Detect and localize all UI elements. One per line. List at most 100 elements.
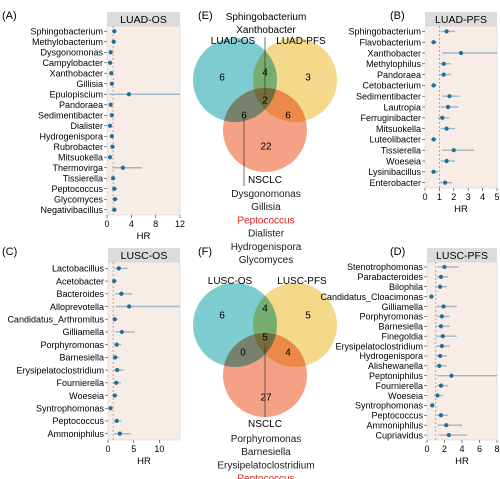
hr-point (458, 50, 464, 56)
x-tick-label: 12 (175, 219, 185, 229)
hr-point (437, 363, 442, 368)
hr-point (109, 134, 114, 139)
category-label: Lysinibacillus (368, 167, 421, 177)
venn-annotation-label: Gillisia (251, 202, 281, 213)
category-label: Hydrogenispora (359, 351, 423, 361)
category-label: Porphyromonas (359, 312, 423, 322)
highlighted-genus-label: Peptococcus (237, 474, 294, 479)
venn-f: (F) LUSC-OS LUSC-PFS NSCLC 6 5 27 4 0 4 5 Porphyrom… (193, 246, 337, 479)
hr-point (126, 92, 131, 97)
category-label: Fournierella (56, 378, 104, 388)
hr-point (119, 291, 124, 296)
venn-set-name: NSCLC (248, 419, 282, 430)
category-label: Glycomyces (54, 195, 104, 205)
hr-point (431, 83, 436, 88)
hr-point (112, 278, 117, 284)
category-label: Ammoniphilus (366, 420, 423, 430)
hr-point (441, 72, 446, 77)
forest-panel-luad-pfs: (B) LUAD-PFS SphingobacteriumFlavobacteriu… (348, 10, 499, 215)
category-label: Gillisia (76, 79, 103, 89)
category-label: Erysipelatoclostridium (16, 365, 104, 375)
hr-point (439, 314, 444, 319)
hr-point (114, 380, 119, 385)
venn-annotation-label: Xanthobacter (236, 25, 296, 36)
category-label: Porphyromonas (40, 340, 104, 350)
hr-point (110, 144, 115, 149)
venn-region-count: 22 (260, 142, 272, 153)
x-tick-label: 4 (129, 219, 134, 229)
hr-point (438, 324, 444, 329)
venn-region-count: 5 (262, 333, 268, 344)
venn-region-count: 4 (285, 348, 291, 359)
hr-point (444, 158, 449, 164)
hr-point (111, 39, 116, 44)
category-label: Syntrophomonas (36, 404, 105, 414)
highlighted-genus-label: Peptococcus (237, 215, 294, 226)
category-label: Peptococcus (371, 411, 423, 421)
hr-point (438, 284, 443, 289)
category-label: Methylophilus (366, 59, 422, 69)
category-label: Thermovirga (52, 163, 103, 173)
category-label: Gilliamella (381, 302, 423, 312)
hr-point (435, 393, 440, 398)
x-tick-label: 5 (131, 444, 136, 454)
x-tick-label: 0 (104, 219, 109, 229)
hr-point (438, 413, 444, 418)
category-label: Alishewanella (368, 361, 423, 371)
venn-annotation-label: Hydrogenispora (231, 242, 302, 253)
x-axis-label: HR (137, 456, 151, 467)
hr-point (451, 148, 456, 153)
category-label: Acetobacter (56, 276, 104, 286)
hr-point (440, 115, 445, 120)
hr-point (112, 29, 117, 34)
strip-title: LUSC-OS (121, 250, 168, 262)
forest-panel-luad-os: (A) LUAD-OS SphingobacteriumMethylobacteri… (2, 10, 185, 242)
strip-header (425, 12, 497, 26)
hr-point (438, 353, 443, 359)
category-label: Xanthobacter (367, 48, 421, 58)
hr-point (115, 367, 120, 373)
venn-set-name: LUAD-PFS (276, 36, 326, 47)
category-label: Peptoniphilus (369, 371, 424, 381)
venn-region-count: 6 (285, 111, 291, 122)
category-label: Erysipelatoclostridium (335, 341, 423, 351)
category-label: Xanthobacter (49, 69, 103, 79)
hr-point (429, 294, 434, 299)
hr-point (108, 50, 113, 55)
category-label: Mitsuokella (376, 124, 421, 134)
plot-background (424, 25, 498, 189)
hr-point (110, 176, 116, 181)
category-label: Woeseia (69, 391, 104, 401)
hr-point (119, 329, 124, 335)
category-label: Peptococcus (52, 416, 104, 426)
hr-point (109, 81, 114, 86)
hr-point (112, 393, 117, 398)
hr-point (441, 304, 446, 309)
category-label: Rubrobacter (53, 142, 103, 152)
venn-annotation-label: Porphyromonas (231, 434, 302, 445)
category-label: Woeseia (386, 156, 421, 166)
hr-point (438, 383, 444, 388)
venn-annotation-label: Dysgonomonas (231, 189, 300, 200)
venn-annotation-label: Sphingobacterium (226, 12, 307, 23)
category-label: Stenotrophomonas (347, 262, 424, 272)
venn-region-count: 3 (305, 73, 311, 84)
category-label: Lactobacillus (52, 264, 105, 274)
hr-point (441, 61, 446, 66)
panel-letter: (E) (198, 10, 213, 22)
category-label: Cupriavidus (375, 430, 423, 440)
hr-point (107, 60, 113, 65)
hr-point (120, 165, 125, 170)
strip-header (107, 12, 180, 26)
venn-set-name: LUAD-OS (211, 36, 256, 47)
hr-point (438, 274, 444, 279)
panel-letter: (D) (390, 246, 405, 258)
category-label: Peptococcus (51, 184, 103, 194)
category-label: Alloprevotella (50, 302, 104, 312)
forest-panel-lusc-os: (C) LUSC-OS Lactobacillus Acetobacter Bacter… (2, 246, 181, 467)
category-label: Mitsuokella (58, 153, 103, 163)
category-label: Sphingobacterium (30, 27, 103, 37)
venn-annotation-label: Glycomyces (239, 255, 293, 266)
category-label: Bacteroides (56, 289, 104, 299)
hr-point (116, 266, 121, 271)
